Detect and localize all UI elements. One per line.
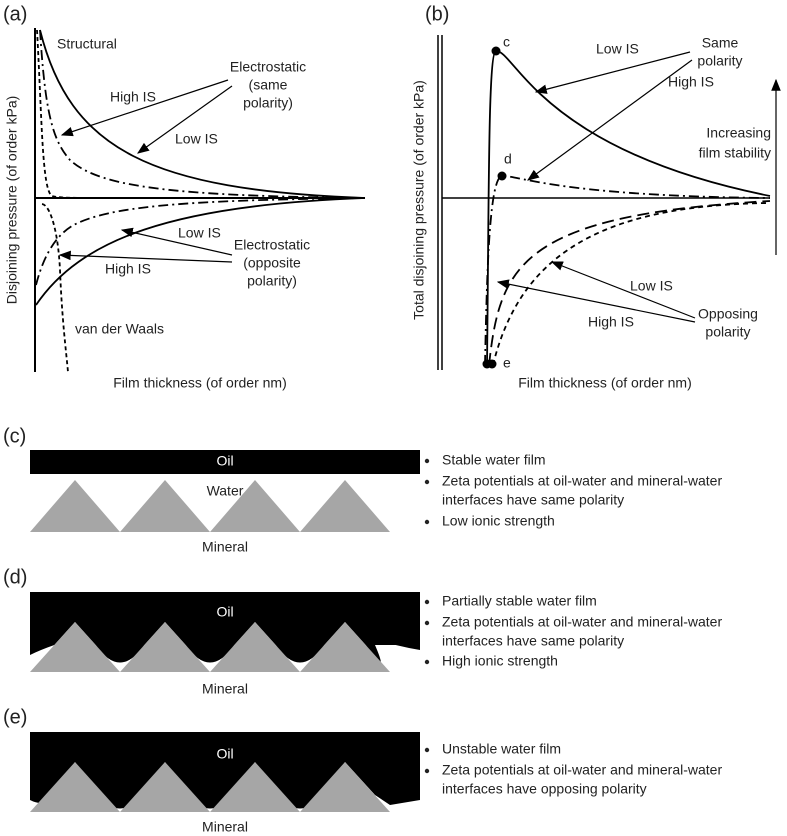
bullet-text: Zeta potentials at oil-water and mineral…: [442, 762, 722, 778]
annotation: Low IS: [178, 225, 221, 241]
bullet: [424, 620, 430, 626]
oil-label: Oil: [216, 746, 233, 762]
annotation: film stability: [699, 145, 771, 161]
water-label: Water: [207, 483, 244, 499]
bullet-text: Low ionic strength: [442, 513, 555, 529]
annotation: Low IS: [630, 278, 673, 294]
annotation: Electrostatic: [230, 59, 306, 75]
panel-label: (a): [3, 3, 27, 25]
panel-label: (b): [425, 3, 449, 25]
annotation: Electrostatic: [234, 237, 310, 253]
bullet: [424, 458, 430, 464]
bullet-text: High ionic strength: [442, 653, 558, 669]
y-axis-label: Disjoining pressure (of order kPa): [4, 96, 20, 305]
bullet: [424, 519, 430, 525]
point-label: c: [503, 34, 510, 50]
bullet: [424, 747, 430, 753]
annotation: High IS: [110, 89, 156, 105]
annotation: (same: [249, 77, 288, 93]
bullet-text: interfaces have same polarity: [442, 633, 624, 649]
oil-label: Oil: [216, 453, 233, 469]
y-axis-label: Total disjoining pressure (of order kPa): [411, 80, 427, 320]
mineral-label: Mineral: [202, 819, 248, 835]
bullet-text: Zeta potentials at oil-water and mineral…: [442, 473, 722, 489]
annotation: Increasing: [706, 125, 771, 141]
x-axis-label: Film thickness (of order nm): [113, 375, 286, 391]
bullet-text: Partially stable water film: [442, 593, 597, 609]
bullet-text: Stable water film: [442, 452, 545, 468]
annotation: polarity: [697, 53, 742, 69]
bullet: [424, 479, 430, 485]
panel-d-graphics: [30, 592, 420, 672]
annotation: polarity: [705, 324, 750, 340]
annotation: High IS: [668, 74, 714, 90]
annotation: Low IS: [596, 41, 639, 57]
mineral-label: Mineral: [202, 539, 248, 555]
panel-c-graphics: [30, 450, 420, 532]
annotation: Same: [702, 35, 739, 51]
bullet-text: interfaces have opposing polarity: [442, 781, 647, 797]
annotation: Opposing: [698, 306, 758, 322]
bullet: [424, 768, 430, 774]
bullet-text: Zeta potentials at oil-water and mineral…: [442, 614, 722, 630]
annotation: High IS: [105, 261, 151, 277]
annotation: van der Waals: [75, 321, 164, 337]
bullet: [424, 599, 430, 605]
bullet-text: interfaces have same polarity: [442, 492, 624, 508]
point-label: d: [504, 151, 512, 167]
panel-b-graphics: [437, 35, 781, 370]
bullet: [424, 659, 430, 665]
annotation: Structural: [57, 36, 117, 52]
annotation: (opposite: [243, 255, 301, 271]
annotation: Low IS: [175, 131, 218, 147]
panel-e-graphics: [30, 732, 420, 812]
annotation: High IS: [588, 314, 634, 330]
annotation: polarity): [247, 273, 297, 289]
x-axis-label: Film thickness (of order nm): [518, 375, 691, 391]
panel-label: (c): [3, 425, 26, 447]
bullet-text: Unstable water film: [442, 741, 561, 757]
annotation: polarity): [243, 95, 293, 111]
panel-label: (d): [3, 566, 27, 588]
panel-a-graphics: [34, 28, 366, 373]
panel-label: (e): [3, 706, 27, 728]
point-label: e: [503, 355, 511, 371]
mineral-label: Mineral: [202, 681, 248, 697]
oil-label: Oil: [216, 604, 233, 620]
